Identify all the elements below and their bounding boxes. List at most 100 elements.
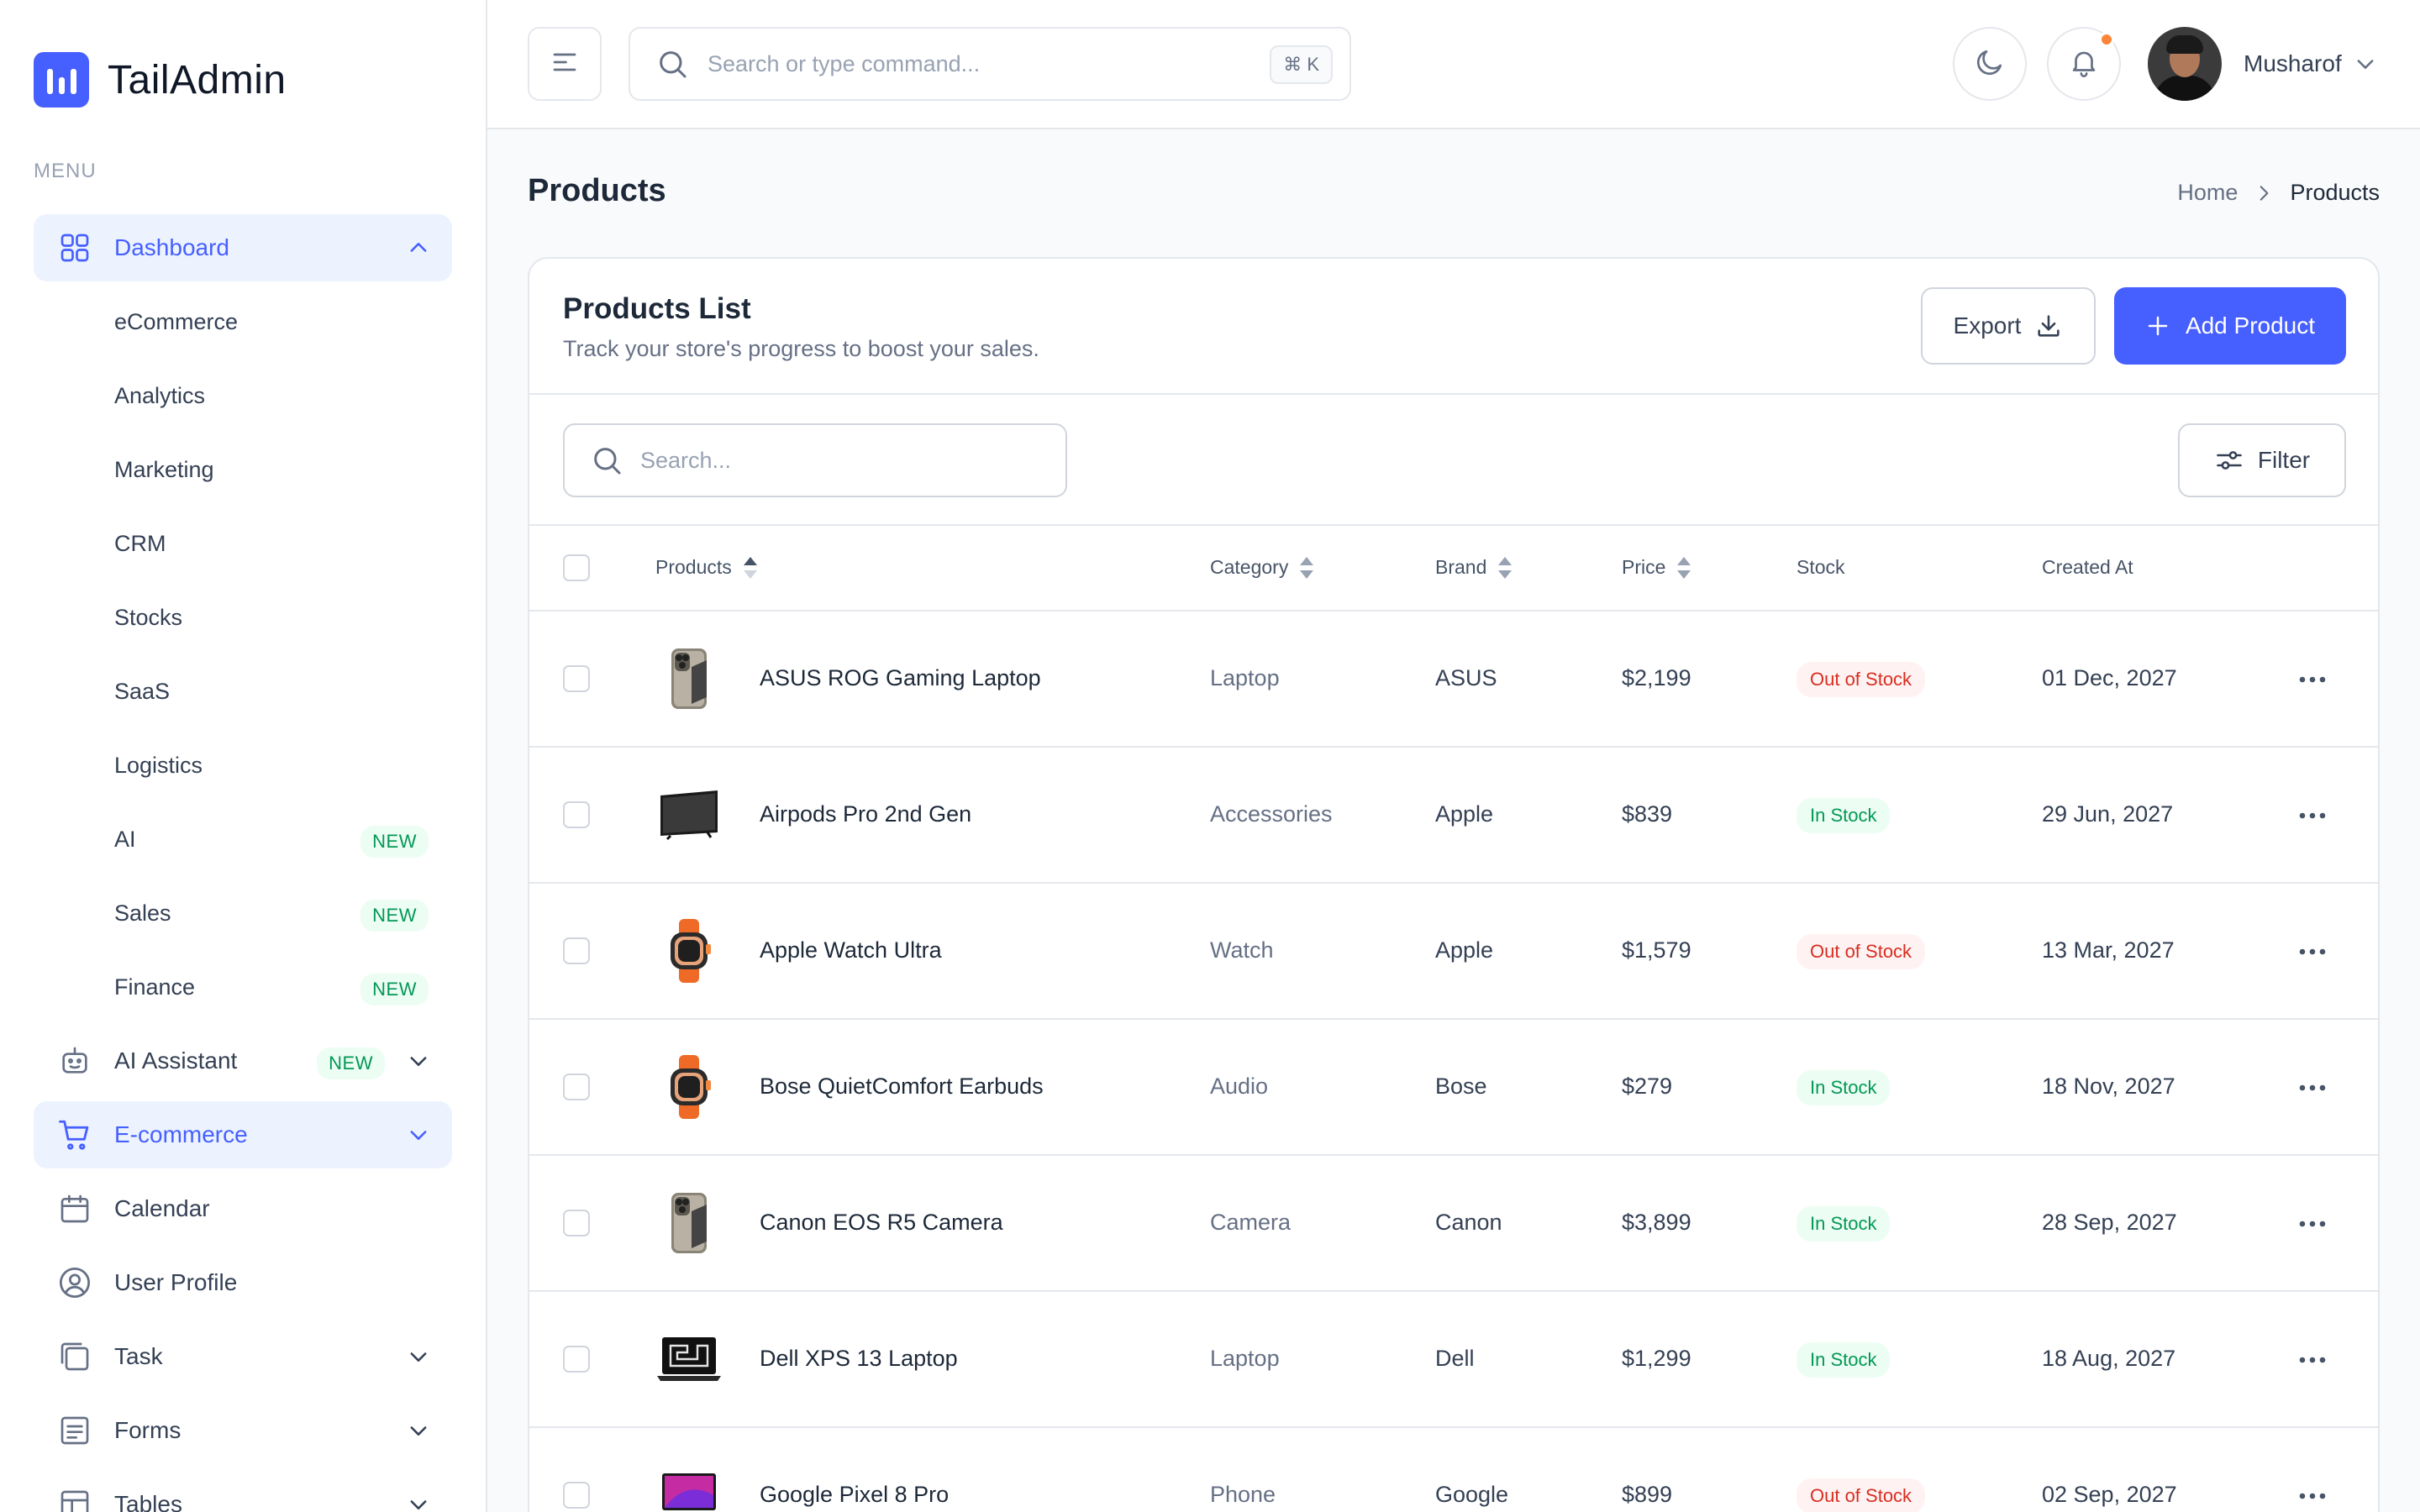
more-options-icon[interactable] — [2297, 1483, 2331, 1509]
new-badge: NEW — [360, 900, 429, 932]
user-name: Musharof — [2244, 50, 2342, 76]
column-header-price[interactable]: Price — [1622, 556, 1691, 579]
product-created-at: 13 Mar, 2027 — [2042, 937, 2175, 963]
theme-toggle-button[interactable] — [1953, 27, 2027, 101]
product-name[interactable]: Airpods Pro 2nd Gen — [760, 801, 972, 827]
row-checkbox[interactable] — [563, 937, 590, 964]
plus-icon — [2148, 316, 2168, 336]
global-search-input[interactable] — [708, 50, 1228, 77]
product-price: $1,299 — [1622, 1346, 1691, 1371]
column-header-label: Products — [655, 556, 732, 578]
more-options-icon[interactable] — [2297, 939, 2331, 964]
top-header: ⌘ K Musharof — [487, 0, 2420, 129]
sidebar-item-forms[interactable]: Forms — [34, 1397, 452, 1464]
product-name[interactable]: Bose QuietComfort Earbuds — [760, 1074, 1044, 1099]
filter-button-label: Filter — [2257, 447, 2311, 473]
notifications-button[interactable] — [2047, 27, 2121, 101]
sidebar-subitem-logistics[interactable]: Logistics — [34, 732, 452, 799]
new-badge: NEW — [360, 826, 429, 858]
sort-icon — [1677, 556, 1691, 579]
column-header-label: Created At — [2042, 556, 2133, 578]
product-price: $3,899 — [1622, 1210, 1691, 1235]
product-price: $2,199 — [1622, 665, 1691, 690]
sidebar-item-label: Calendar — [114, 1195, 210, 1221]
table-toolbar: Filter — [529, 395, 2378, 526]
table-row: Apple Watch Ultra Watch Apple $1,579 Out of … — [529, 884, 2378, 1020]
sidebar-item-tables[interactable]: Tables — [34, 1471, 452, 1512]
stock-badge: Out of Stock — [1797, 662, 1926, 697]
global-search: ⌘ K — [629, 27, 1351, 101]
row-checkbox[interactable] — [563, 1482, 590, 1509]
product-thumbnail — [655, 917, 723, 984]
sidebar-subitem-marketing[interactable]: Marketing — [34, 436, 452, 503]
product-thumbnail — [655, 1189, 723, 1257]
sidebar-item-task[interactable]: Task — [34, 1323, 452, 1390]
sidebar-subitem-label: CRM — [114, 530, 166, 556]
sidebar-item-e-commerce[interactable]: E-commerce — [34, 1101, 452, 1168]
search-icon — [594, 448, 621, 475]
breadcrumb-current: Products — [2290, 180, 2380, 205]
sidebar-subitem-analytics[interactable]: Analytics — [34, 362, 452, 429]
sidebar-subitem-crm[interactable]: CRM — [34, 510, 452, 577]
table-row: ASUS ROG Gaming Laptop Laptop ASUS $2,199 Ou… — [529, 612, 2378, 748]
sidebar-item-ai-assistant[interactable]: AI Assistant NEW — [34, 1027, 452, 1095]
filter-button[interactable]: Filter — [2178, 423, 2346, 497]
logo[interactable]: TailAdmin — [34, 52, 287, 108]
more-options-icon[interactable] — [2297, 1075, 2331, 1100]
sidebar-item-calendar[interactable]: Calendar — [34, 1175, 452, 1242]
sidebar-subitem-sales[interactable]: Sales NEW — [34, 879, 452, 947]
more-options-icon[interactable] — [2297, 667, 2331, 692]
chevron-down-icon — [407, 1049, 430, 1073]
product-name[interactable]: Dell XPS 13 Laptop — [760, 1346, 958, 1371]
breadcrumb: Home Products — [2177, 180, 2380, 206]
product-name[interactable]: Google Pixel 8 Pro — [760, 1482, 950, 1507]
sidebar-subitem-saas[interactable]: SaaS — [34, 658, 452, 725]
table-search-input[interactable] — [640, 447, 1044, 474]
product-name[interactable]: ASUS ROG Gaming Laptop — [760, 665, 1041, 690]
sidebar: TailAdmin MENU Dashboard eCommerce Analy… — [0, 0, 487, 1512]
more-options-icon[interactable] — [2297, 1347, 2331, 1373]
sort-asc-icon — [743, 556, 757, 579]
sort-icon — [1498, 556, 1512, 579]
logo-text: TailAdmin — [108, 57, 287, 102]
product-name[interactable]: Apple Watch Ultra — [760, 937, 942, 963]
user-circle-icon — [57, 1265, 92, 1300]
sidebar-subitem-label: Finance — [114, 974, 196, 1000]
sidebar-subitem-stocks[interactable]: Stocks — [34, 584, 452, 651]
more-options-icon[interactable] — [2297, 1211, 2331, 1236]
row-checkbox[interactable] — [563, 1346, 590, 1373]
table-row: Google Pixel 8 Pro Phone Google $899 Out of … — [529, 1428, 2378, 1512]
sidebar-item-user-profile[interactable]: User Profile — [34, 1249, 452, 1316]
chevron-down-icon — [407, 1123, 430, 1147]
more-options-icon[interactable] — [2297, 803, 2331, 828]
column-header-category[interactable]: Category — [1210, 556, 1314, 579]
product-brand: Canon — [1435, 1210, 1502, 1235]
row-checkbox[interactable] — [563, 801, 590, 828]
select-all-checkbox[interactable] — [563, 554, 590, 581]
product-name[interactable]: Canon EOS R5 Camera — [760, 1210, 1003, 1235]
column-header-products[interactable]: Products — [655, 556, 757, 579]
product-thumbnail — [655, 781, 723, 848]
row-checkbox[interactable] — [563, 665, 590, 692]
sidebar-subitem-ai[interactable]: AI NEW — [34, 806, 452, 873]
product-category: Camera — [1210, 1210, 1292, 1235]
sidebar-toggle-button[interactable] — [528, 27, 602, 101]
user-menu[interactable]: Musharof — [2148, 27, 2377, 101]
breadcrumb-home-link[interactable]: Home — [2177, 180, 2238, 205]
sidebar-item-dashboard[interactable]: Dashboard — [34, 214, 452, 281]
column-header-brand[interactable]: Brand — [1435, 556, 1512, 579]
sidebar-subitem-ecommerce[interactable]: eCommerce — [34, 288, 452, 355]
robot-icon — [57, 1043, 92, 1079]
export-button[interactable]: Export — [1921, 287, 2096, 365]
row-checkbox[interactable] — [563, 1210, 590, 1236]
product-price: $899 — [1622, 1482, 1673, 1507]
sidebar-item-label: Dashboard — [114, 234, 229, 260]
product-created-at: 28 Sep, 2027 — [2042, 1210, 2177, 1235]
calendar-icon — [57, 1191, 92, 1226]
add-product-button[interactable]: Add Product — [2114, 287, 2346, 365]
table-row: Airpods Pro 2nd Gen Accessories Apple $839 I… — [529, 748, 2378, 884]
table-row: Dell XPS 13 Laptop Laptop Dell $1,299 In Sto… — [529, 1292, 2378, 1428]
sidebar-subitem-finance[interactable]: Finance NEW — [34, 953, 452, 1021]
table-icon — [57, 1487, 92, 1512]
row-checkbox[interactable] — [563, 1074, 590, 1100]
